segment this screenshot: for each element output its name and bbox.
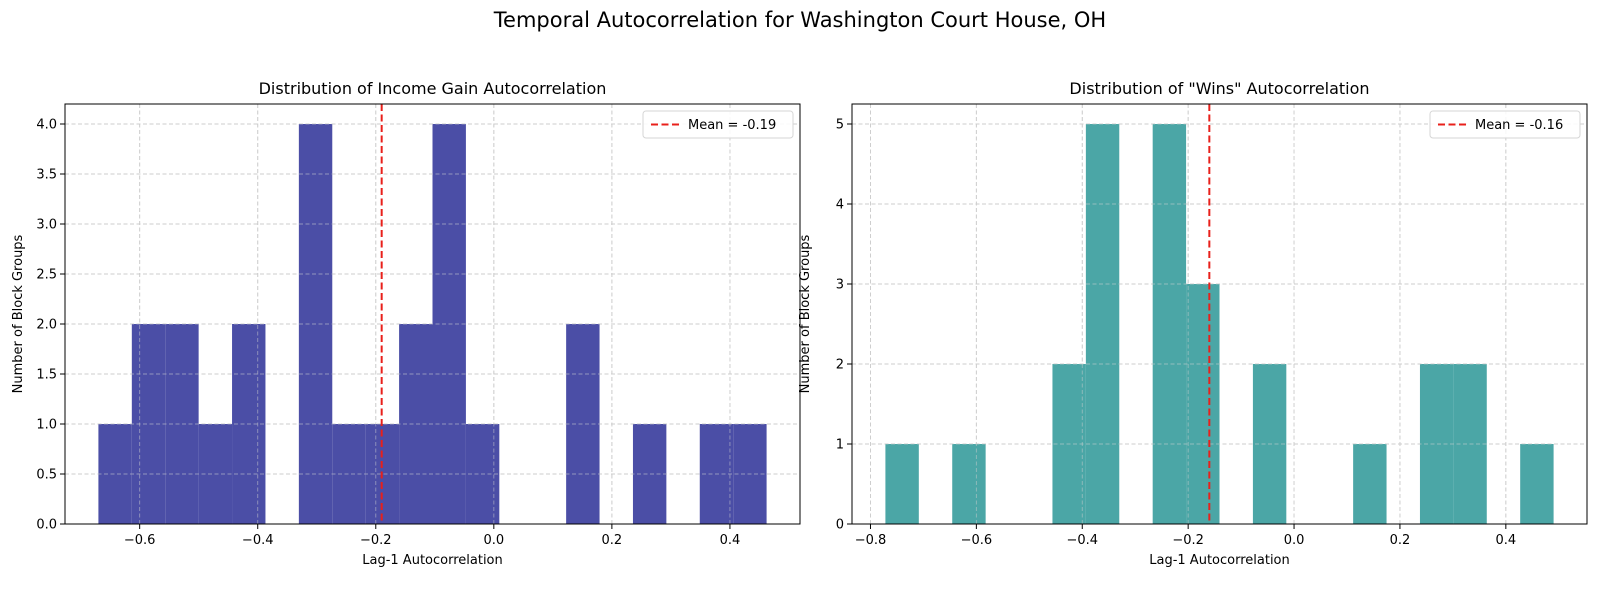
histogram-bar (885, 444, 919, 524)
x-axis-label: Lag-1 Autocorrelation (1149, 553, 1290, 568)
y-tick-label: 0 (836, 518, 844, 533)
axes-frame (851, 103, 1588, 525)
histogram-bar (1186, 284, 1220, 524)
y-axis-label: Number of Block Groups (798, 234, 813, 393)
histogram-bar (1520, 444, 1554, 524)
y-tick-label: 4 (836, 198, 844, 213)
figure-title: Temporal Autocorrelation for Washington … (493, 8, 1107, 32)
y-tick-label: 5 (836, 118, 844, 133)
x-tick-label: 0.4 (1495, 533, 1516, 548)
x-tick-label: 0.2 (1390, 533, 1411, 548)
legend-mean-label: Mean = -0.19 (688, 118, 776, 133)
y-tick-label: 2.5 (36, 268, 57, 283)
y-tick-label: 3.5 (36, 168, 57, 183)
y-tick-label: 1.0 (36, 418, 57, 433)
y-tick-label: 3 (836, 278, 844, 293)
x-tick-label: 0.0 (483, 533, 504, 548)
y-tick-label: 1.5 (36, 368, 57, 383)
histogram-bar (1353, 444, 1387, 524)
x-tick-label: −0.2 (360, 533, 392, 548)
y-tick-label: 2.0 (36, 318, 57, 333)
axes-title: Distribution of "Wins" Autocorrelation (1069, 79, 1369, 98)
y-tick-label: 2 (836, 358, 844, 373)
x-tick-label: −0.4 (1066, 533, 1098, 548)
axes-title: Distribution of Income Gain Autocorrelat… (259, 79, 607, 98)
x-tick-label: 0.0 (1284, 533, 1305, 548)
x-axis-label: Lag-1 Autocorrelation (362, 553, 503, 568)
y-axis-label: Number of Block Groups (11, 234, 26, 393)
y-tick-label: 3.0 (36, 218, 57, 233)
x-tick-label: 0.2 (602, 533, 623, 548)
legend-mean-label: Mean = -0.16 (1475, 118, 1563, 133)
axes-frame (64, 103, 801, 525)
histogram-bar (952, 444, 986, 524)
x-tick-label: 0.4 (720, 533, 741, 548)
legend-box (1429, 110, 1581, 139)
y-tick-label: 1 (836, 438, 844, 453)
y-tick-label: 0.0 (36, 518, 57, 533)
x-tick-label: −0.6 (124, 533, 156, 548)
y-tick-label: 4.0 (36, 118, 57, 133)
histogram-bar (1152, 124, 1187, 524)
y-tick-label: 0.5 (36, 468, 57, 483)
x-tick-label: −0.4 (242, 533, 274, 548)
x-tick-label: −0.6 (961, 533, 993, 548)
histogram-bar (1085, 124, 1120, 524)
legend-box (642, 110, 794, 139)
x-tick-label: −0.8 (855, 533, 887, 548)
x-tick-label: −0.2 (1172, 533, 1204, 548)
